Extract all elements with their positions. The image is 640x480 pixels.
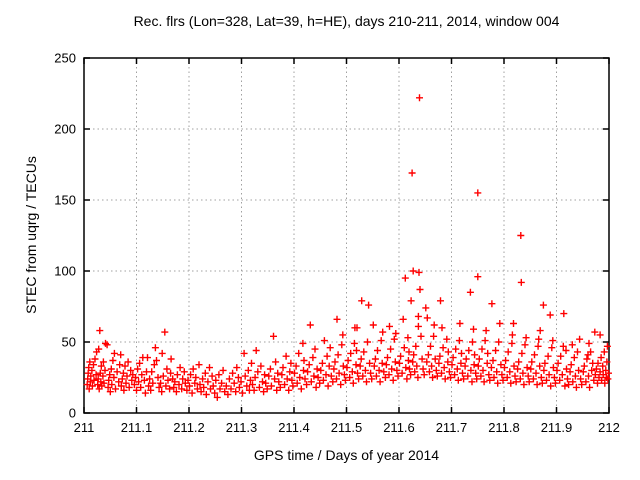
svg-text:150: 150 xyxy=(54,193,76,208)
svg-text:211.3: 211.3 xyxy=(226,420,258,435)
svg-text:211: 211 xyxy=(74,420,95,435)
svg-text:211.9: 211.9 xyxy=(541,420,573,435)
svg-text:211.2: 211.2 xyxy=(173,420,205,435)
svg-text:250: 250 xyxy=(54,51,76,66)
svg-text:211.6: 211.6 xyxy=(383,420,415,435)
svg-text:211.4: 211.4 xyxy=(278,420,310,435)
chart-title: Rec. flrs (Lon=328, Lat=39, h=HE), days … xyxy=(133,13,560,29)
svg-text:200: 200 xyxy=(54,122,76,137)
svg-text:50: 50 xyxy=(62,335,76,350)
svg-text:211.1: 211.1 xyxy=(121,420,153,435)
svg-text:211.8: 211.8 xyxy=(488,420,520,435)
x-axis-label: GPS time / Days of year 2014 xyxy=(253,447,440,463)
svg-text:0: 0 xyxy=(69,406,76,421)
svg-text:212: 212 xyxy=(598,420,620,435)
svg-text:211.7: 211.7 xyxy=(436,420,468,435)
svg-text:100: 100 xyxy=(54,264,76,279)
svg-text:211.5: 211.5 xyxy=(331,420,363,435)
